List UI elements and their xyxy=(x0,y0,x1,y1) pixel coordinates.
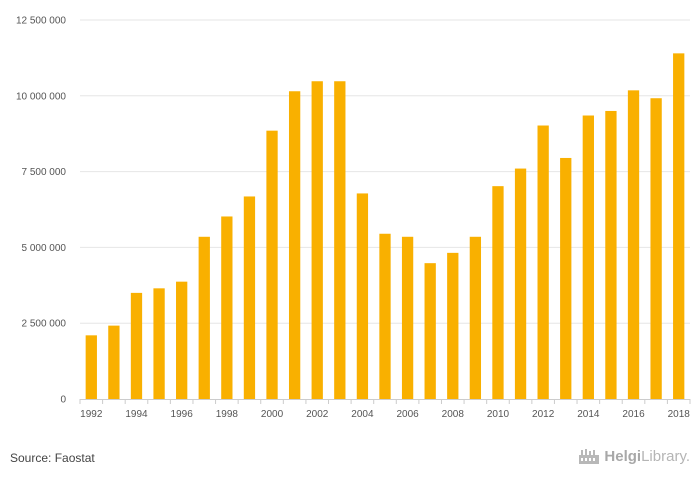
bar-2004 xyxy=(356,193,369,399)
x-tick-label: 2006 xyxy=(396,409,419,420)
bar-1996 xyxy=(176,281,188,399)
bar-2007 xyxy=(424,263,436,399)
x-tick-label: 2012 xyxy=(532,409,555,420)
bars xyxy=(85,53,685,400)
x-tick-label: 2008 xyxy=(442,409,465,420)
bar-chart: 0 2 500 000 5 000 000 7 500 000 10 000 000 12… xyxy=(16,16,691,420)
helgi-library-logo[interactable]: HelgiLibrary. xyxy=(578,447,690,465)
x-tick-label: 2002 xyxy=(306,409,329,420)
bar-2015 xyxy=(605,110,617,400)
x-tick-label: 1992 xyxy=(80,409,103,420)
bar-1997 xyxy=(198,236,210,399)
x-tick-label: 2004 xyxy=(351,409,374,420)
x-tick-label: 2010 xyxy=(487,409,510,420)
bar-1994 xyxy=(130,292,143,399)
x-tick-label: 1998 xyxy=(216,409,239,420)
bar-2018 xyxy=(673,53,685,400)
bar-2008 xyxy=(447,252,459,399)
bar-1995 xyxy=(153,288,165,399)
bar-2010 xyxy=(492,186,504,399)
brand-name-light: Library. xyxy=(641,447,690,465)
x-tick-label: 1996 xyxy=(171,409,194,420)
x-tick-label: 2014 xyxy=(577,409,600,420)
factory-icon xyxy=(579,449,600,464)
bar-2011 xyxy=(514,168,527,399)
bar-1993 xyxy=(108,325,120,399)
bar-2002 xyxy=(311,81,323,399)
x-tick-label: 1994 xyxy=(125,409,148,420)
y-tick-label: 5 000 000 xyxy=(22,243,67,254)
bar-2016 xyxy=(627,90,640,399)
y-tick-label: 0 xyxy=(60,395,66,406)
source-note: Source: Faostat xyxy=(10,451,95,465)
x-tick-label: 2016 xyxy=(622,409,645,420)
x-axis: 1992 1994 1996 1998 2000 2002 2004 2006 2008 2010… xyxy=(79,399,691,420)
y-axis-tick-labels: 0 2 500 000 5 000 000 7 500 000 10 000 000 12… xyxy=(16,16,67,406)
bar-2001 xyxy=(288,91,301,399)
bar-2006 xyxy=(401,236,414,399)
bar-2013 xyxy=(560,157,572,399)
y-tick-label: 2 500 000 xyxy=(22,319,67,330)
x-tick-label: 2018 xyxy=(668,409,691,420)
brand-name-bold: Helgi xyxy=(604,447,642,465)
bar-2000 xyxy=(266,130,278,399)
bar-2017 xyxy=(650,98,662,400)
bar-1992 xyxy=(85,335,97,399)
bar-2009 xyxy=(469,236,482,399)
bar-2014 xyxy=(582,115,594,400)
bar-2003 xyxy=(334,81,346,399)
bar-2012 xyxy=(537,125,549,399)
bar-2005 xyxy=(379,233,391,399)
brand-name: HelgiLibrary. xyxy=(604,448,690,465)
y-tick-label: 10 000 000 xyxy=(16,91,66,102)
y-tick-label: 7 500 000 xyxy=(22,167,67,178)
bar-1999 xyxy=(243,196,256,399)
y-tick-label: 12 500 000 xyxy=(16,16,66,27)
bar-1998 xyxy=(221,216,233,399)
x-tick-label: 2000 xyxy=(261,409,284,420)
